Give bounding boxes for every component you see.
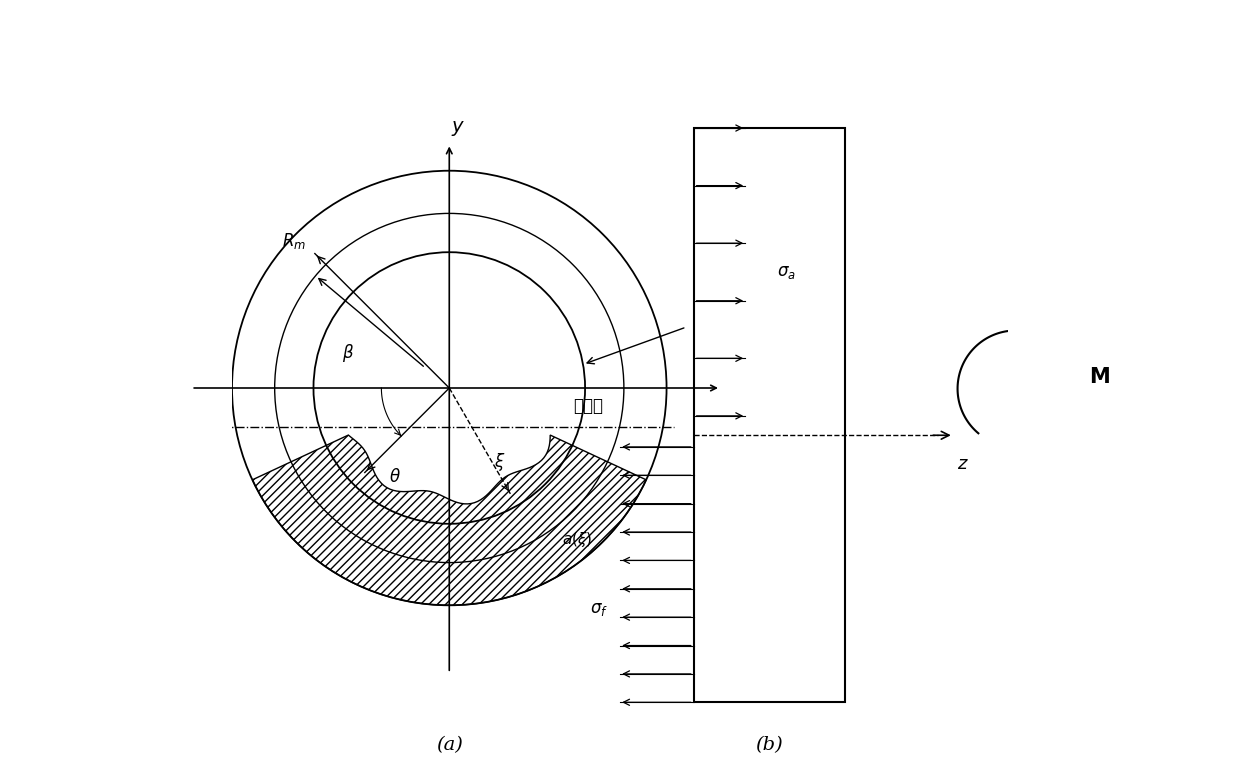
Text: z: z — [957, 455, 966, 473]
Text: $\theta$: $\theta$ — [389, 468, 401, 487]
Text: $a(\xi)$: $a(\xi)$ — [562, 530, 593, 549]
Text: 中性轴: 中性轴 — [573, 397, 604, 415]
Text: $t$: $t$ — [694, 310, 703, 328]
Text: (a): (a) — [435, 736, 463, 754]
Bar — [693, 128, 844, 702]
Text: (b): (b) — [755, 736, 784, 754]
Text: y: y — [451, 117, 463, 136]
Text: $\beta$: $\beta$ — [342, 342, 355, 364]
Text: M: M — [1090, 367, 1110, 387]
Text: $\sigma_a$: $\sigma_a$ — [777, 262, 796, 281]
Text: x: x — [730, 379, 742, 397]
Polygon shape — [253, 435, 646, 605]
Text: $\xi$: $\xi$ — [494, 451, 506, 473]
Text: $\sigma_f$: $\sigma_f$ — [590, 600, 609, 618]
Text: $R_m$: $R_m$ — [281, 230, 306, 251]
